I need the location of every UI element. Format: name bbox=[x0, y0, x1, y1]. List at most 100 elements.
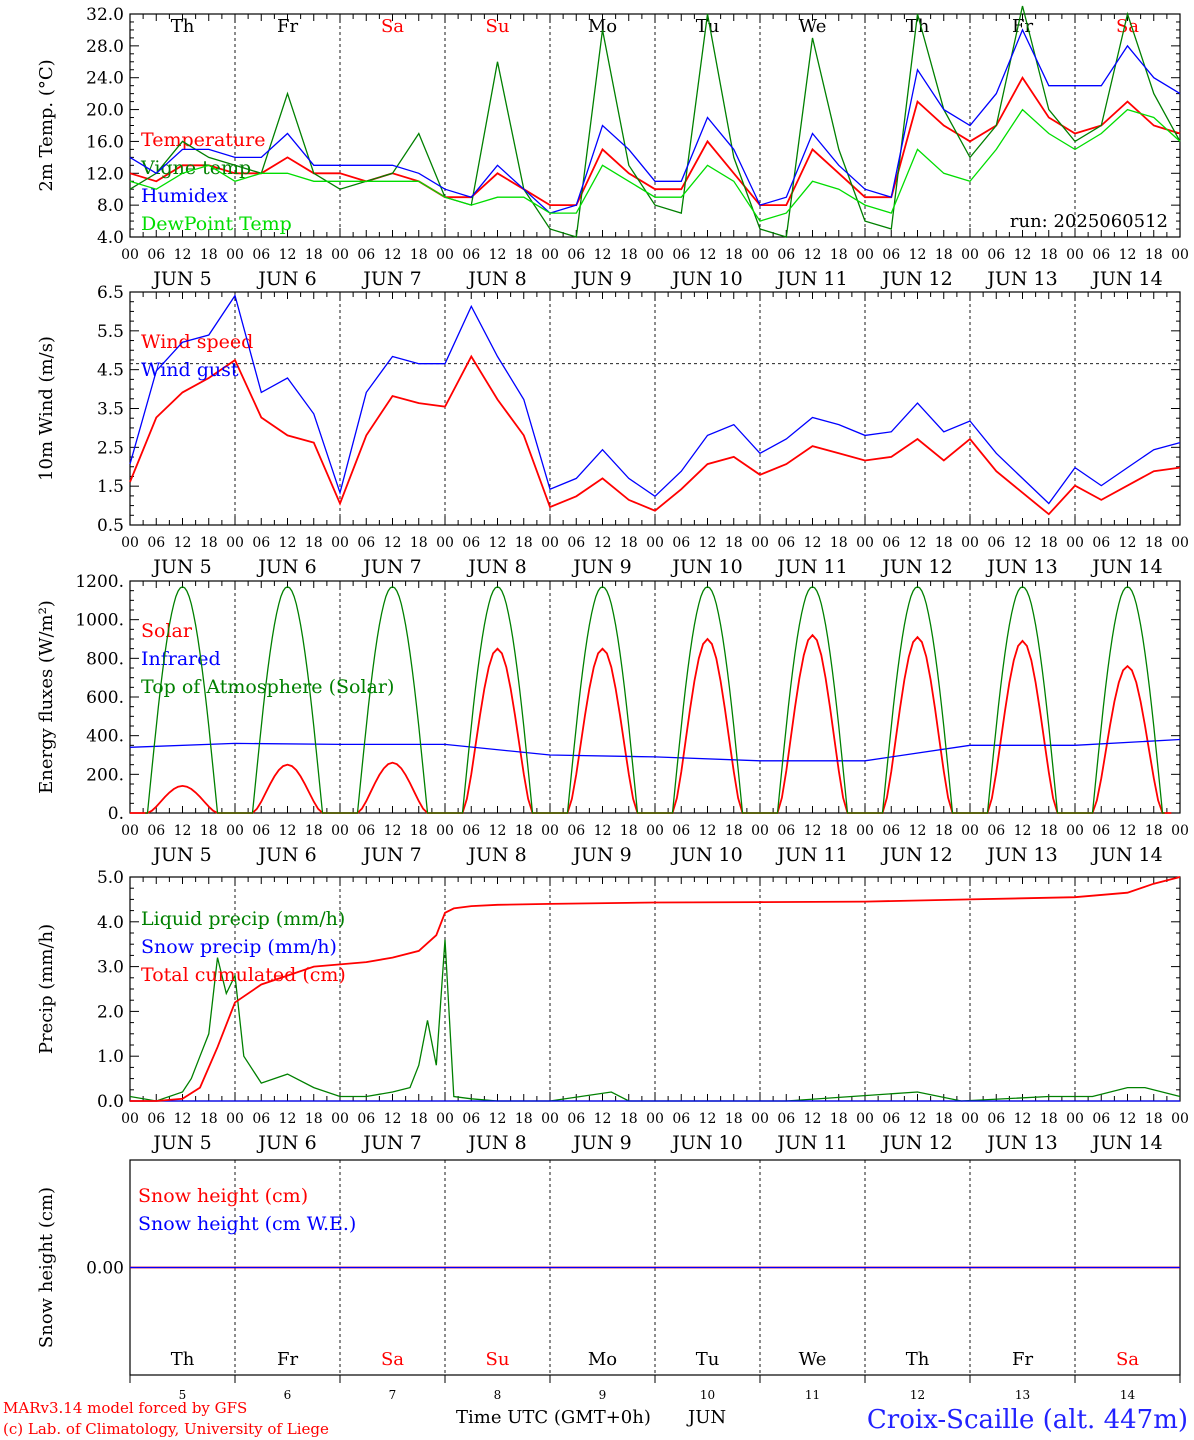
x-hour-label: 18 bbox=[515, 247, 533, 263]
x-hour-label: 06 bbox=[987, 1111, 1005, 1127]
x-hour-label: 12 bbox=[1119, 1111, 1137, 1127]
x-hour-label: 18 bbox=[725, 823, 743, 839]
panel-5: 0.00 Snow height (cm) 5 Th 6 Fr 7 Sa 8 Su 9 Mo 10 Tu 1… bbox=[36, 1159, 1181, 1402]
x-hour-label: 18 bbox=[1040, 1111, 1058, 1127]
series-line-3 bbox=[130, 876, 1181, 1102]
x-hour-label: 18 bbox=[410, 1111, 428, 1127]
x-date-label: JUN 10 bbox=[670, 268, 742, 290]
x-date-label: JUN 12 bbox=[880, 268, 952, 290]
series-line-1 bbox=[129, 939, 1181, 1102]
x-date-label: JUN 6 bbox=[256, 844, 316, 866]
x-date-label: JUN 12 bbox=[880, 844, 952, 866]
x-date-label: JUN 14 bbox=[1090, 844, 1162, 866]
x-hour-label: 00 bbox=[226, 1111, 244, 1127]
x-hour-label: 00 bbox=[436, 1111, 454, 1127]
x-hour-label: 12 bbox=[804, 535, 822, 551]
x-date-label: 8 bbox=[494, 1388, 502, 1402]
x-hour-label: 06 bbox=[462, 1111, 480, 1127]
panel-2: 0.5 1.5 2.5 3.5 4.5 5.5 6.5 10m Wind (m/s) 00 06 1… bbox=[36, 283, 1189, 578]
x-date-label: JUN 13 bbox=[985, 844, 1057, 866]
legend-label: Infrared bbox=[141, 648, 221, 670]
x-hour-label: 00 bbox=[751, 535, 769, 551]
x-hour-label: 06 bbox=[777, 535, 795, 551]
x-hour-label: 06 bbox=[1092, 535, 1110, 551]
x-hour-label: 18 bbox=[515, 1111, 533, 1127]
footer-station: Croix-Scaille (alt. 447m) bbox=[867, 1405, 1188, 1435]
x-hour-label: 12 bbox=[804, 1111, 822, 1127]
x-hour-label: 18 bbox=[830, 1111, 848, 1127]
x-hour-label: 00 bbox=[751, 1111, 769, 1127]
x-hour-label: 00 bbox=[121, 1111, 139, 1127]
x-hour-label: 12 bbox=[1014, 535, 1032, 551]
x-hour-label: 18 bbox=[1145, 823, 1163, 839]
footer-copyright: (c) Lab. of Climatology, University of L… bbox=[3, 1420, 329, 1438]
x-hour-label: 12 bbox=[1014, 247, 1032, 263]
x-hour-label: 06 bbox=[567, 823, 585, 839]
x-hour-label: 06 bbox=[987, 823, 1005, 839]
x-hour-label: 06 bbox=[462, 247, 480, 263]
x-hour-label: 00 bbox=[226, 535, 244, 551]
x-hour-label: 18 bbox=[935, 247, 953, 263]
y-tick-label: 200. bbox=[86, 765, 124, 785]
day-name-label: We bbox=[799, 16, 827, 37]
x-hour-label: 06 bbox=[357, 823, 375, 839]
x-hour-label: 18 bbox=[410, 535, 428, 551]
x-hour-label: 18 bbox=[305, 823, 323, 839]
day-name-label: Fr bbox=[1012, 1349, 1033, 1370]
x-hour-label: 18 bbox=[830, 535, 848, 551]
x-hour-label: 00 bbox=[121, 823, 139, 839]
x-hour-label: 12 bbox=[1119, 247, 1137, 263]
x-hour-label: 00 bbox=[856, 1111, 874, 1127]
x-date-label: 9 bbox=[599, 1388, 607, 1402]
y-tick-label: 1.0 bbox=[97, 1047, 124, 1067]
footer-month: JUN bbox=[686, 1407, 726, 1428]
day-name-label: Fr bbox=[277, 1349, 298, 1370]
x-hour-label: 12 bbox=[384, 1111, 402, 1127]
x-hour-label: 00 bbox=[1171, 823, 1189, 839]
y-tick-label: 28.0 bbox=[86, 37, 124, 57]
y-tick-label: 4.5 bbox=[97, 361, 124, 381]
series-line-2 bbox=[129, 294, 1181, 505]
x-hour-label: 12 bbox=[174, 823, 192, 839]
day-name-label: Th bbox=[906, 1349, 930, 1370]
x-hour-label: 18 bbox=[1145, 1111, 1163, 1127]
x-hour-label: 00 bbox=[541, 247, 559, 263]
x-hour-label: 00 bbox=[646, 1111, 664, 1127]
x-date-label: JUN 14 bbox=[1090, 268, 1162, 290]
x-date-label: JUN 12 bbox=[880, 1132, 952, 1154]
x-hour-label: 06 bbox=[987, 247, 1005, 263]
y-tick-label: 3.0 bbox=[97, 958, 124, 978]
day-name-label: Sa bbox=[1116, 1349, 1139, 1370]
x-hour-label: 00 bbox=[856, 535, 874, 551]
x-date-label: JUN 10 bbox=[670, 556, 742, 578]
x-hour-label: 18 bbox=[620, 1111, 638, 1127]
x-date-label: JUN 11 bbox=[775, 844, 847, 866]
x-date-label: JUN 11 bbox=[775, 1132, 847, 1154]
x-hour-label: 12 bbox=[1014, 1111, 1032, 1127]
x-hour-label: 00 bbox=[1171, 535, 1189, 551]
y-tick-label: 16.0 bbox=[86, 132, 124, 152]
x-hour-label: 06 bbox=[1092, 1111, 1110, 1127]
x-hour-label: 06 bbox=[672, 535, 690, 551]
x-hour-label: 06 bbox=[882, 535, 900, 551]
x-hour-label: 06 bbox=[1092, 247, 1110, 263]
x-date-label: JUN 8 bbox=[466, 268, 526, 290]
x-hour-label: 18 bbox=[620, 823, 638, 839]
run-annotation: run: 2025060512 bbox=[1010, 211, 1168, 232]
legend-label: Vigne temp bbox=[140, 157, 251, 179]
day-name-label: Mo bbox=[588, 1349, 617, 1370]
x-hour-label: 12 bbox=[594, 1111, 612, 1127]
x-date-label: JUN 5 bbox=[151, 556, 211, 578]
panels: 4.0 8.0 12.0 16.0 20.0 24.0 28.0 32.0 2m Temp. (… bbox=[36, 5, 1189, 1402]
x-hour-label: 12 bbox=[174, 535, 192, 551]
x-hour-label: 06 bbox=[1092, 823, 1110, 839]
y-tick-label: 32.0 bbox=[86, 5, 124, 25]
x-hour-label: 12 bbox=[384, 535, 402, 551]
x-hour-label: 12 bbox=[594, 247, 612, 263]
x-hour-label: 12 bbox=[384, 823, 402, 839]
x-hour-label: 06 bbox=[567, 247, 585, 263]
x-hour-label: 06 bbox=[252, 823, 270, 839]
x-hour-label: 18 bbox=[305, 247, 323, 263]
x-date-label: JUN 5 bbox=[151, 1132, 211, 1154]
